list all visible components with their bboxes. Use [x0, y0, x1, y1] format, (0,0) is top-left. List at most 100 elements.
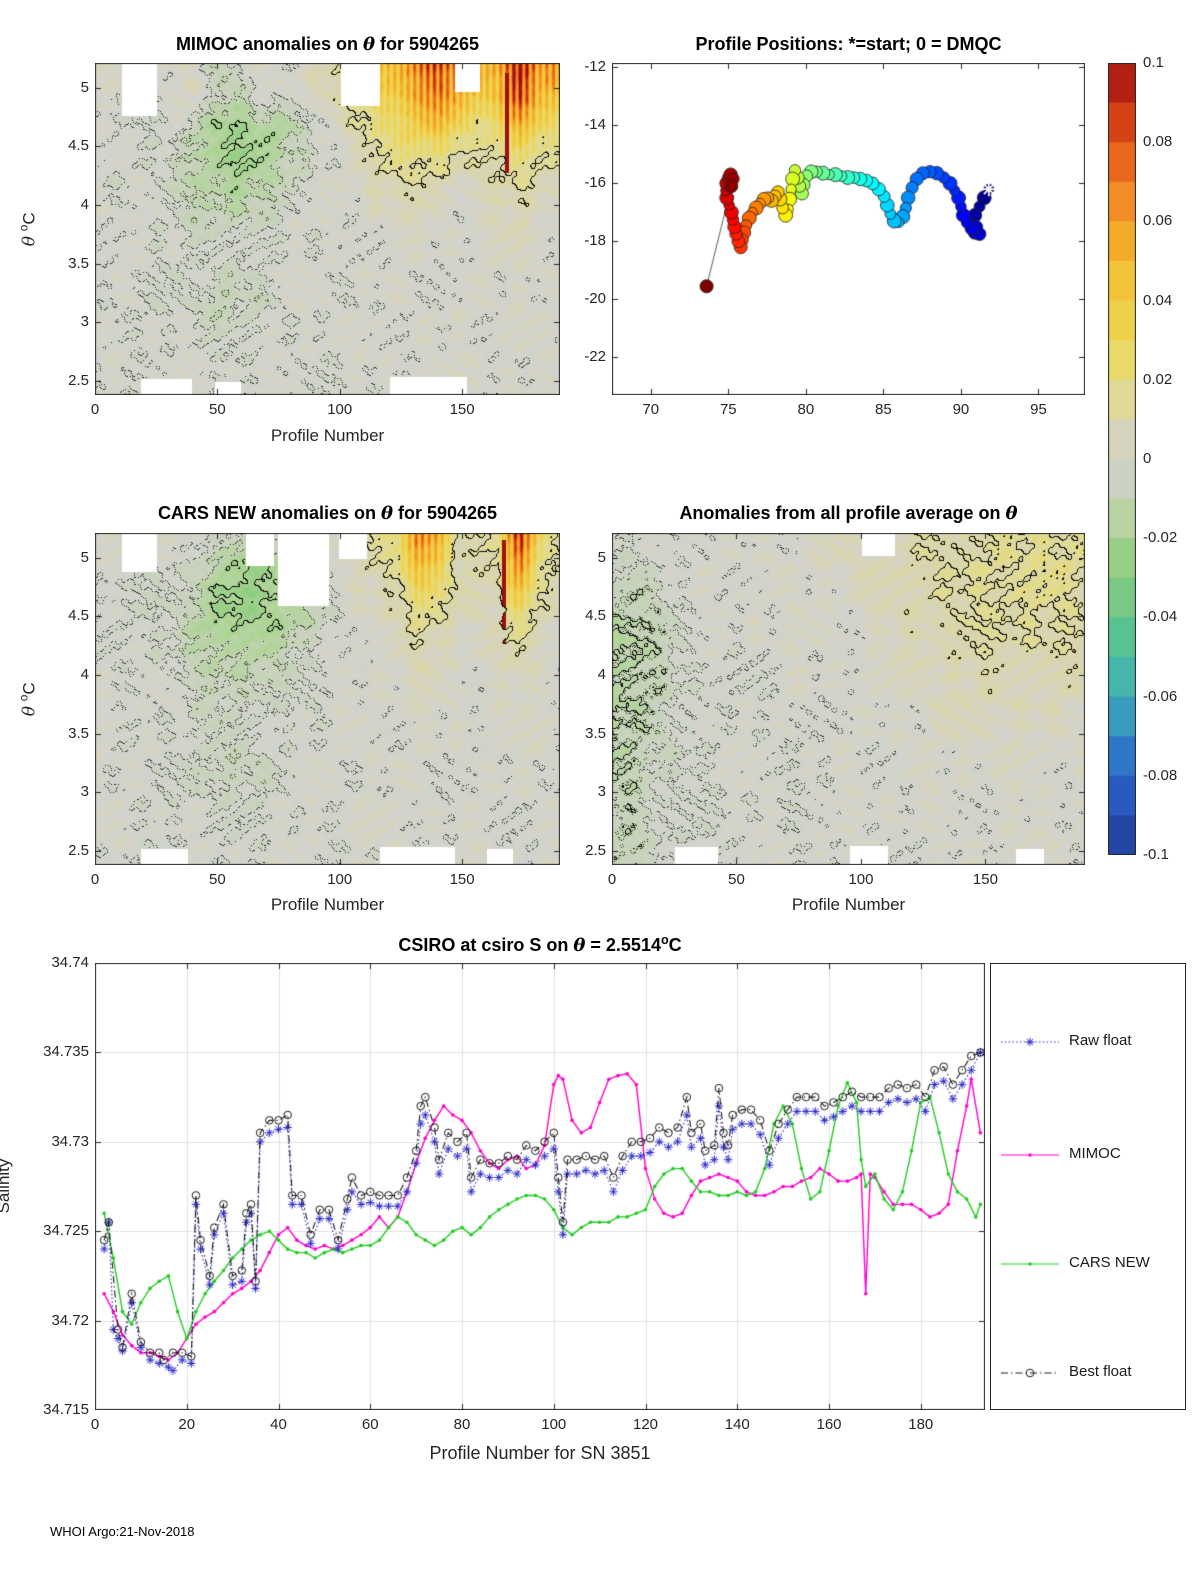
- degree-superscript: o: [16, 224, 31, 232]
- colorbar-tick-label: -0.1: [1143, 846, 1169, 863]
- legend-box: Raw float MIMOC CARS NEW Best float: [990, 963, 1186, 1410]
- degree-superscript: o: [16, 694, 31, 702]
- legend-sample-best: [999, 1365, 1061, 1382]
- y-tick-label: -16: [584, 174, 606, 192]
- legend-sample-cars: [999, 1256, 1061, 1273]
- y-tick-label: -20: [584, 290, 606, 308]
- csiro-ylabel: Salinity: [0, 1158, 13, 1214]
- legend-label: CARS NEW: [1069, 1254, 1150, 1272]
- mimoc-heatmap-canvas: [95, 63, 560, 395]
- theta-symbol: θ: [19, 236, 40, 247]
- y-tick-label: 2.5: [68, 371, 89, 389]
- y-tick-label: 4: [80, 195, 89, 213]
- allavg-heatmap-canvas: [612, 533, 1085, 865]
- y-tick-label: 4.5: [68, 137, 89, 155]
- theta-symbol: θ: [573, 935, 586, 956]
- degree-superscript: o: [660, 933, 669, 947]
- theta-symbol: θ: [1005, 503, 1018, 524]
- cars-title-tail: for 5904265: [392, 503, 498, 523]
- csiro-salinity-panel: 0 20 40 60 80 100 120 140 160 180 34.715 34.72 34.72…: [43, 954, 985, 1433]
- y-tick-label: 5: [80, 548, 89, 566]
- colorbar-tick-label: 0.06: [1143, 212, 1173, 230]
- y-tick-label: 34.73: [51, 1132, 89, 1150]
- x-tick-label: 100: [327, 871, 353, 888]
- x-tick-label: 100: [848, 871, 874, 888]
- colorbar-tick-label: 0.02: [1143, 370, 1173, 388]
- y-tick-label: 34.74: [51, 954, 89, 971]
- x-tick-label: 120: [632, 1416, 659, 1433]
- x-tick-label: 0: [607, 871, 617, 888]
- x-tick-label: 150: [449, 401, 475, 418]
- x-tick-label: 40: [270, 1416, 287, 1433]
- legend-item-mimoc: MIMOC: [991, 1145, 1185, 1165]
- allavg-title-text: Anomalies from all profile average on: [679, 503, 1006, 523]
- x-tick-label: 20: [178, 1416, 196, 1433]
- x-tick-label: 90: [952, 401, 970, 418]
- cars-title-text: CARS NEW anomalies on: [157, 503, 381, 523]
- y-tick-label: 2.5: [68, 841, 89, 859]
- y-tick-label: 3: [80, 783, 89, 801]
- colorbar-tick-label: 0.04: [1143, 291, 1173, 309]
- colorbar-tick-label: 0.1: [1143, 54, 1164, 71]
- mimoc-title-text: MIMOC anomalies on: [175, 34, 363, 54]
- x-tick-label: 80: [797, 401, 815, 418]
- x-tick-label: 0: [90, 871, 100, 888]
- x-tick-label: 150: [972, 871, 998, 888]
- profile-positions-canvas: [612, 63, 1085, 395]
- y-tick-label: 2.5: [585, 841, 606, 859]
- y-tick-label: 5: [597, 548, 606, 566]
- x-tick-label: 150: [449, 871, 475, 888]
- legend-label: MIMOC: [1069, 1145, 1121, 1163]
- mimoc-heatmap-panel: 0 50 100 150 5 4.5 4 3.5 3 2.5: [68, 63, 560, 418]
- unit-label: C: [19, 682, 39, 695]
- y-tick-label: 3.5: [68, 254, 89, 272]
- csiro-salinity-canvas: [95, 963, 985, 1410]
- y-tick-label: -14: [584, 116, 606, 134]
- x-tick-label: 140: [724, 1416, 750, 1433]
- colorbar: 0.1 0.08 0.06 0.04 0.02 0 -0.02 -0.04 -0.06 -0.08…: [1108, 54, 1177, 863]
- mimoc-ylabel: θ oC: [17, 129, 40, 329]
- theta-symbol: θ: [19, 706, 40, 717]
- legend-item-cars-new: CARS NEW: [991, 1254, 1185, 1274]
- y-tick-label: 34.72: [51, 1311, 89, 1329]
- y-tick-label: 34.715: [43, 1401, 89, 1418]
- allavg-title: Anomalies from all profile average on θ: [612, 503, 1085, 524]
- colorbar-tick-label: 0: [1143, 450, 1152, 467]
- y-tick-label: 4.5: [585, 607, 606, 625]
- x-tick-label: 50: [728, 871, 745, 888]
- y-tick-label: 3.5: [585, 724, 606, 742]
- y-tick-label: 5: [80, 78, 89, 96]
- mimoc-title: MIMOC anomalies on θ for 5904265: [95, 34, 560, 55]
- legend-label: Best float: [1069, 1363, 1132, 1381]
- colorbar-tick-label: -0.08: [1143, 766, 1178, 784]
- allavg-xlabel: Profile Number: [791, 895, 906, 914]
- colorbar-tick-label: -0.06: [1143, 687, 1178, 705]
- csiro-xlabel: Profile Number for SN 3851: [429, 1443, 651, 1463]
- x-tick-label: 50: [209, 401, 226, 418]
- y-tick-label: 34.725: [43, 1222, 89, 1240]
- cars-xlabel: Profile Number: [270, 895, 385, 914]
- colorbar-tick-label: -0.02: [1143, 529, 1178, 547]
- cars-title: CARS NEW anomalies on θ for 5904265: [95, 503, 560, 524]
- y-tick-label: 34.735: [43, 1043, 89, 1061]
- x-tick-label: 180: [908, 1416, 934, 1433]
- profile-positions-panel: 70 75 80 85 90 95 -12 -14 -16 -18 -20 -22: [584, 58, 1085, 418]
- colorbar-tick-label: 0.08: [1143, 133, 1173, 151]
- y-tick-label: 3: [597, 783, 606, 801]
- y-tick-label: 3.5: [68, 724, 89, 742]
- legend-sample-mimoc: [999, 1147, 1061, 1164]
- x-tick-label: 75: [719, 401, 737, 418]
- legend-label: Raw float: [1069, 1031, 1132, 1049]
- x-tick-label: 60: [361, 1416, 379, 1433]
- csiro-title: CSIRO at csiro S on θ = 2.5514oC: [95, 933, 985, 956]
- cars-heatmap-canvas: [95, 533, 560, 865]
- y-tick-label: 4: [597, 665, 606, 683]
- x-tick-label: 0: [90, 401, 100, 418]
- x-tick-label: 160: [816, 1416, 842, 1433]
- mimoc-xlabel: Profile Number: [270, 426, 385, 445]
- theta-symbol: θ: [380, 503, 393, 524]
- footer-text: WHOI Argo:21-Nov-2018: [50, 1524, 195, 1539]
- x-tick-label: 100: [327, 401, 353, 418]
- x-tick-label: 70: [642, 401, 660, 418]
